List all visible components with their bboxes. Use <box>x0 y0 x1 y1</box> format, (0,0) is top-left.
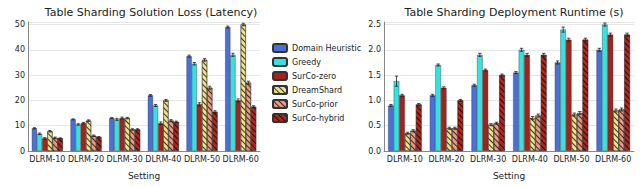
svg-text:0: 0 <box>20 147 25 156</box>
svg-text:Table Sharding Deployment Runt: Table Sharding Deployment Runtime (s) <box>404 6 624 19</box>
svg-text:0.5: 0.5 <box>368 121 381 130</box>
svg-text:10: 10 <box>15 121 25 130</box>
svg-text:DLRM-40: DLRM-40 <box>512 155 548 164</box>
svg-text:DLRM-20: DLRM-20 <box>428 155 464 164</box>
svg-text:DreamShard: DreamShard <box>292 86 342 95</box>
svg-text:DLRM-40: DLRM-40 <box>145 155 181 164</box>
svg-text:DLRM-30: DLRM-30 <box>470 155 506 164</box>
svg-text:50: 50 <box>15 20 25 29</box>
svg-text:Domain Heuristic: Domain Heuristic <box>292 44 361 53</box>
svg-text:40: 40 <box>15 45 25 54</box>
svg-text:DLRM-10: DLRM-10 <box>29 155 65 164</box>
svg-text:20: 20 <box>15 96 25 105</box>
svg-text:1.0: 1.0 <box>368 96 381 105</box>
svg-text:SurCo-prior: SurCo-prior <box>292 100 338 109</box>
svg-text:Table Sharding Solution Loss (: Table Sharding Solution Loss (Latency) <box>44 6 257 19</box>
svg-text:0.0: 0.0 <box>368 147 381 156</box>
svg-text:DLRM-60: DLRM-60 <box>223 155 259 164</box>
svg-text:2.5: 2.5 <box>368 20 381 29</box>
svg-text:2.0: 2.0 <box>368 45 381 54</box>
svg-text:DLRM-50: DLRM-50 <box>184 155 220 164</box>
svg-text:1.5: 1.5 <box>368 71 381 80</box>
svg-text:Setting: Setting <box>493 171 525 181</box>
svg-text:DLRM-10: DLRM-10 <box>387 155 423 164</box>
svg-text:Greedy: Greedy <box>292 58 321 67</box>
svg-text:Setting: Setting <box>128 171 160 181</box>
svg-text:30: 30 <box>15 71 25 80</box>
svg-text:SurCo-zero: SurCo-zero <box>292 72 336 81</box>
svg-text:DLRM-50: DLRM-50 <box>553 155 589 164</box>
svg-text:DLRM-30: DLRM-30 <box>107 155 143 164</box>
svg-text:DLRM-60: DLRM-60 <box>595 155 631 164</box>
svg-text:DLRM-20: DLRM-20 <box>68 155 104 164</box>
svg-text:SurCo-hybrid: SurCo-hybrid <box>292 114 344 123</box>
